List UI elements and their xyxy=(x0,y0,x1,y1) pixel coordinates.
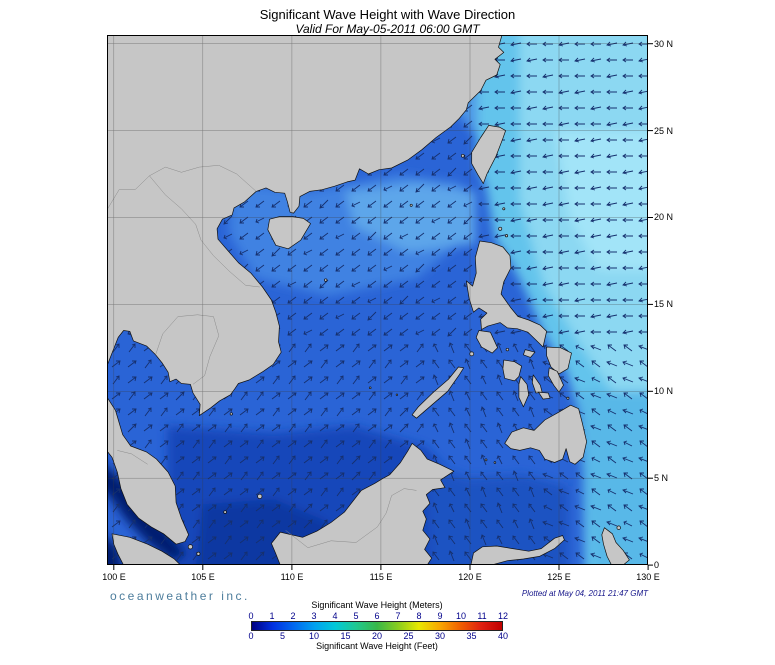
legend-tick: 0 xyxy=(248,631,254,641)
lon-label: 115 E xyxy=(369,572,393,582)
map-canvas xyxy=(107,35,656,573)
legend-feet-title: Significant Wave Height (Feet) xyxy=(316,641,438,651)
legend-tick: 4 xyxy=(332,611,338,621)
lat-label: 30 N xyxy=(654,39,674,49)
legend-meters-title: Significant Wave Height (Meters) xyxy=(311,600,443,610)
map-subtitle: Valid For May-05-2011 06:00 GMT xyxy=(295,22,480,36)
legend-tick: 8 xyxy=(416,611,422,621)
legend-tick: 30 xyxy=(434,631,446,641)
oceanweather-logo: oceanweather inc. xyxy=(110,589,250,603)
legend-tick: 10 xyxy=(455,611,466,621)
legend-feet-ticks: 0 5 10 15 20 25 30 35 40 xyxy=(248,631,508,641)
lat-label: 10 N xyxy=(654,386,674,396)
legend-tick: 5 xyxy=(279,631,286,641)
axis-ticks xyxy=(113,43,653,570)
lon-label: 120 E xyxy=(458,572,482,582)
lon-label: 100 E xyxy=(102,572,126,582)
legend-tick: 12 xyxy=(497,611,509,621)
legend-tick: 15 xyxy=(340,631,351,641)
lon-label: 130 E xyxy=(636,572,660,582)
grid-layer xyxy=(107,35,648,565)
lat-label: 20 N xyxy=(654,212,674,222)
lon-label: 105 E xyxy=(191,572,215,582)
map-frame xyxy=(107,35,648,565)
legend-tick: 35 xyxy=(466,631,477,641)
legend-tick: 1 xyxy=(269,611,275,621)
country-borders xyxy=(107,165,417,548)
legend-tick: 10 xyxy=(308,631,320,641)
legend-tick: 5 xyxy=(353,611,359,621)
legend-tick: 0 xyxy=(248,611,254,621)
land-layer xyxy=(107,35,630,565)
legend-tick: 25 xyxy=(403,631,414,641)
lat-label: 15 N xyxy=(654,299,674,309)
lon-label: 110 E xyxy=(280,572,304,582)
legend-tick: 2 xyxy=(290,611,296,621)
legend-tick: 20 xyxy=(371,631,383,641)
legend-tick: 7 xyxy=(395,611,401,621)
legend-tick: 11 xyxy=(477,611,487,621)
legend-tick: 6 xyxy=(374,611,380,621)
legend-meters-ticks: 0 1 2 3 4 5 6 7 8 9 10 11 12 xyxy=(248,611,508,621)
plotted-timestamp: Plotted at May 04, 2011 21:47 GMT xyxy=(521,589,648,598)
legend-tick: 9 xyxy=(437,611,443,621)
legend-tick: 3 xyxy=(311,611,317,621)
legend-tick: 40 xyxy=(497,631,509,641)
lat-label: 0 xyxy=(654,560,660,570)
wave-map-svg xyxy=(107,35,653,570)
lat-label: 25 N xyxy=(654,126,674,136)
legend-colorbar xyxy=(251,621,503,631)
lon-label: 125 E xyxy=(547,572,571,582)
lat-label: 5 N xyxy=(654,473,669,483)
map-title: Significant Wave Height with Wave Direct… xyxy=(259,7,516,22)
